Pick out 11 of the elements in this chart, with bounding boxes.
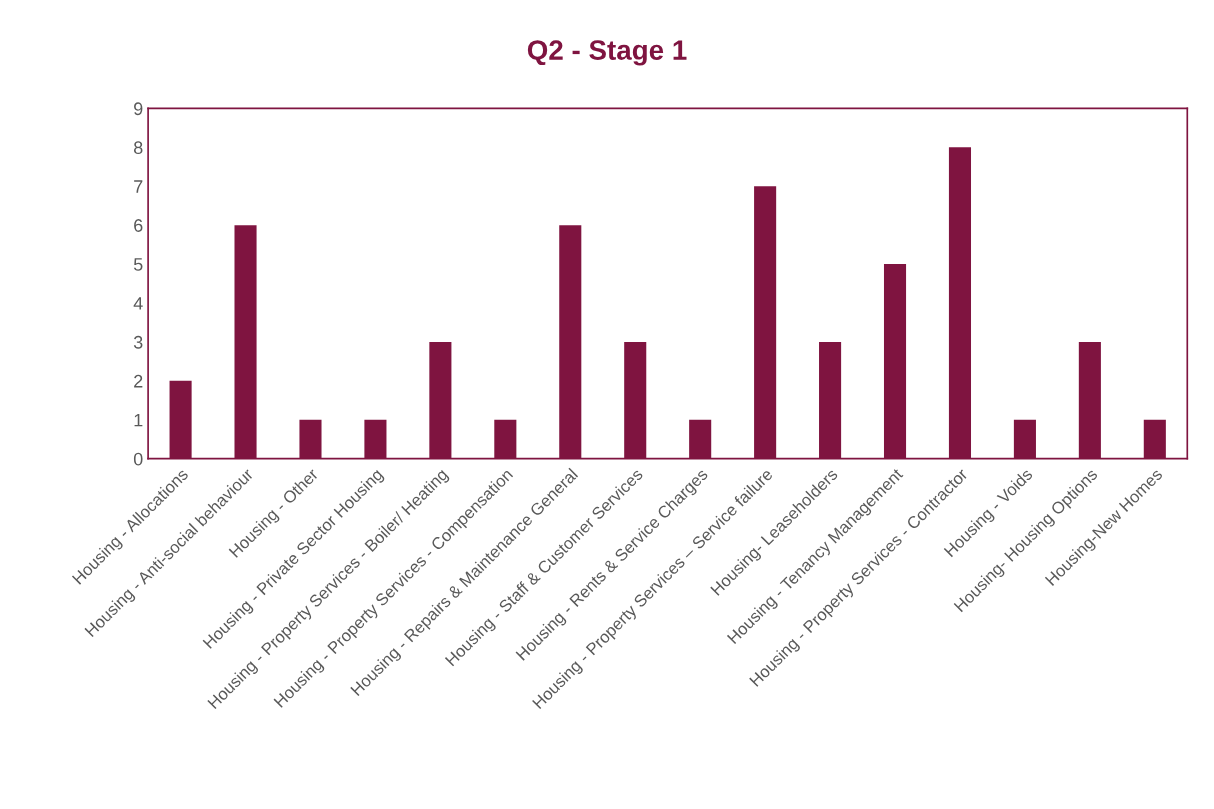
y-tick-label: 9 <box>134 102 143 116</box>
chart-title: Q2 - Stage 1 <box>527 40 687 66</box>
y-tick-label: 7 <box>134 180 143 193</box>
y-tick-label: 8 <box>133 141 143 155</box>
y-tick-label: 2 <box>134 374 143 388</box>
y-tick-label: 0 <box>133 452 143 466</box>
y-tick-label: 3 <box>133 335 143 349</box>
y-tick-label: 4 <box>133 297 143 310</box>
y-tick-label: 5 <box>133 258 143 271</box>
y-tick-label: 6 <box>134 219 143 232</box>
y-tick-label: 1 <box>134 413 143 427</box>
